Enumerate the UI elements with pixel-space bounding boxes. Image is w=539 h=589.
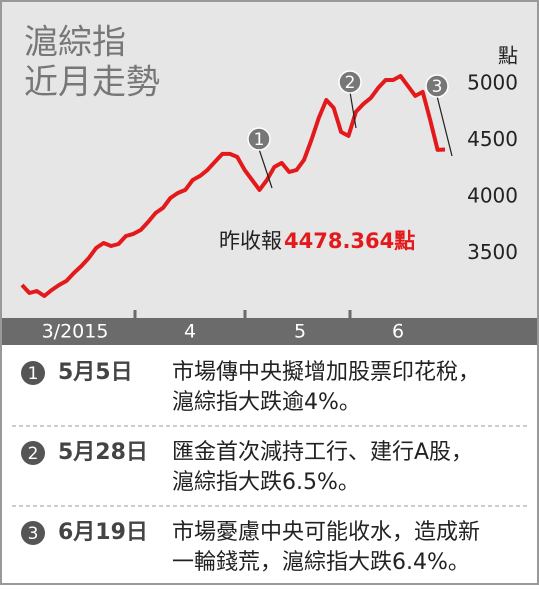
x-tick-label: 4 bbox=[184, 321, 196, 343]
close-label: 昨收報 bbox=[219, 229, 282, 253]
x-tick-label: 6 bbox=[392, 321, 404, 343]
row-text: 滬綜指大跌6.5%。 bbox=[172, 470, 360, 495]
marker-circle bbox=[338, 70, 362, 94]
row-number-circle bbox=[21, 441, 45, 465]
marker-number: 2 bbox=[345, 73, 356, 93]
chart-subtitle: 近月走勢 bbox=[24, 63, 160, 103]
row-text: 一輪錢荒，滬綜指大跌6.4%。 bbox=[172, 550, 470, 575]
row-date: 5月28日 bbox=[58, 440, 148, 465]
chart-area bbox=[1, 1, 538, 319]
row-number: 2 bbox=[28, 444, 39, 464]
row-number-circle bbox=[21, 521, 45, 545]
row-number: 3 bbox=[28, 524, 39, 544]
row-number-circle bbox=[21, 361, 45, 385]
row-text: 市場傳中央擬增加股票印花稅， bbox=[172, 360, 480, 385]
marker-arrow bbox=[436, 95, 453, 157]
y-tick-label: 4500 bbox=[467, 127, 518, 151]
marker-circle bbox=[425, 74, 449, 98]
table: 1 5月5日 市場傳中央擬增加股票印花稅， 滬綜指大跌逾4%。 2 5月28日 匯金首次減持… bbox=[12, 360, 527, 575]
y-tick-label: 4000 bbox=[467, 183, 518, 207]
y-unit: 點 bbox=[498, 44, 518, 68]
x-axis-band bbox=[1, 318, 538, 345]
row-text: 市場憂慮中央可能收水，造成新 bbox=[172, 520, 480, 545]
marker-number: 3 bbox=[432, 77, 443, 97]
line bbox=[20, 74, 446, 298]
x-tick-label: 5 bbox=[294, 321, 306, 343]
marker-number: 1 bbox=[254, 130, 265, 150]
x-tick-label: 3/2015 bbox=[42, 321, 109, 343]
row-text: 滬綜指大跌逾4%。 bbox=[172, 390, 361, 415]
row-text: 匯金首次減持工行、建行A股， bbox=[172, 440, 473, 465]
row-number: 1 bbox=[28, 364, 39, 384]
marker-arrow bbox=[258, 148, 273, 189]
marker-arrow bbox=[349, 91, 357, 129]
row-date: 6月19日 bbox=[58, 520, 148, 545]
chart-title: 滬綜指 bbox=[24, 23, 126, 63]
y-tick-label: 3500 bbox=[467, 240, 518, 264]
close-value: 4478.364點 bbox=[284, 229, 415, 253]
marker-circle bbox=[247, 127, 271, 151]
row-date: 5月5日 bbox=[58, 360, 133, 385]
y-tick-label: 5000 bbox=[467, 70, 518, 94]
